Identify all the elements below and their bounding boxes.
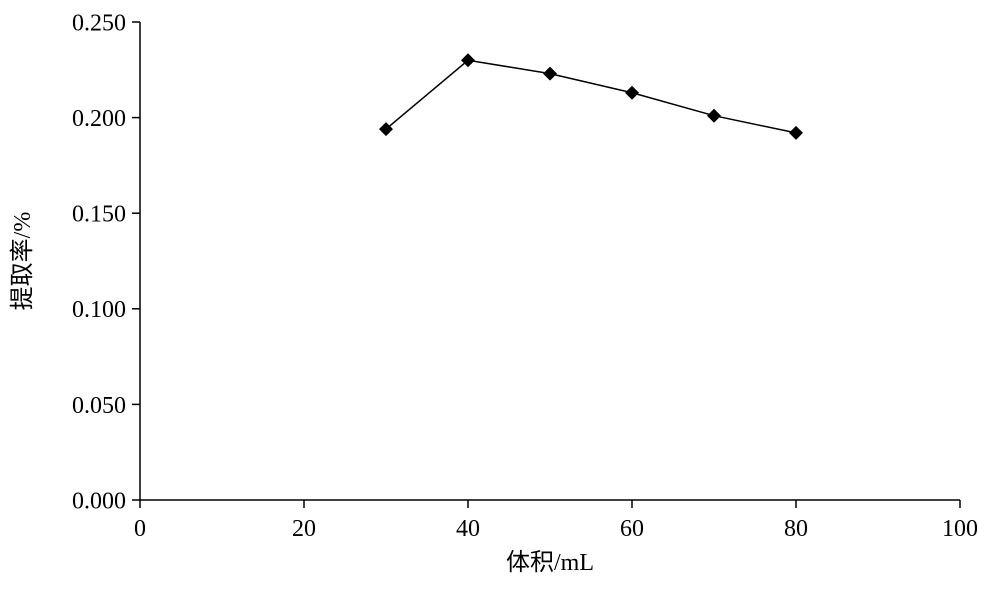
x-tick-label: 40 <box>456 516 480 542</box>
line-chart: 0 20 40 60 80 100 0.000 0.050 0.100 0.150 0.200 0.2… <box>0 0 1000 596</box>
y-tick-label: 0.150 <box>72 202 126 228</box>
data-marker <box>625 86 639 100</box>
x-tick-label: 100 <box>942 516 978 542</box>
data-marker <box>707 109 721 123</box>
y-tick-label: 0.250 <box>72 10 126 36</box>
x-tick-label: 80 <box>784 516 808 542</box>
y-tick-label: 0.050 <box>72 393 126 419</box>
y-tick-label: 0.000 <box>72 488 126 514</box>
x-axis-label: 体积/mL <box>506 549 594 576</box>
x-tick-label: 0 <box>134 516 146 542</box>
data-marker <box>789 126 803 140</box>
y-axis-label: 提取率/% <box>9 212 36 311</box>
x-tick-label: 20 <box>292 516 316 542</box>
data-line <box>386 60 796 133</box>
x-tick-label: 60 <box>620 516 644 542</box>
y-tick-label: 0.200 <box>72 106 126 132</box>
chart-container: 0 20 40 60 80 100 0.000 0.050 0.100 0.150 0.200 0.2… <box>0 0 1000 596</box>
data-marker <box>543 67 557 81</box>
y-tick-label: 0.100 <box>72 297 126 323</box>
